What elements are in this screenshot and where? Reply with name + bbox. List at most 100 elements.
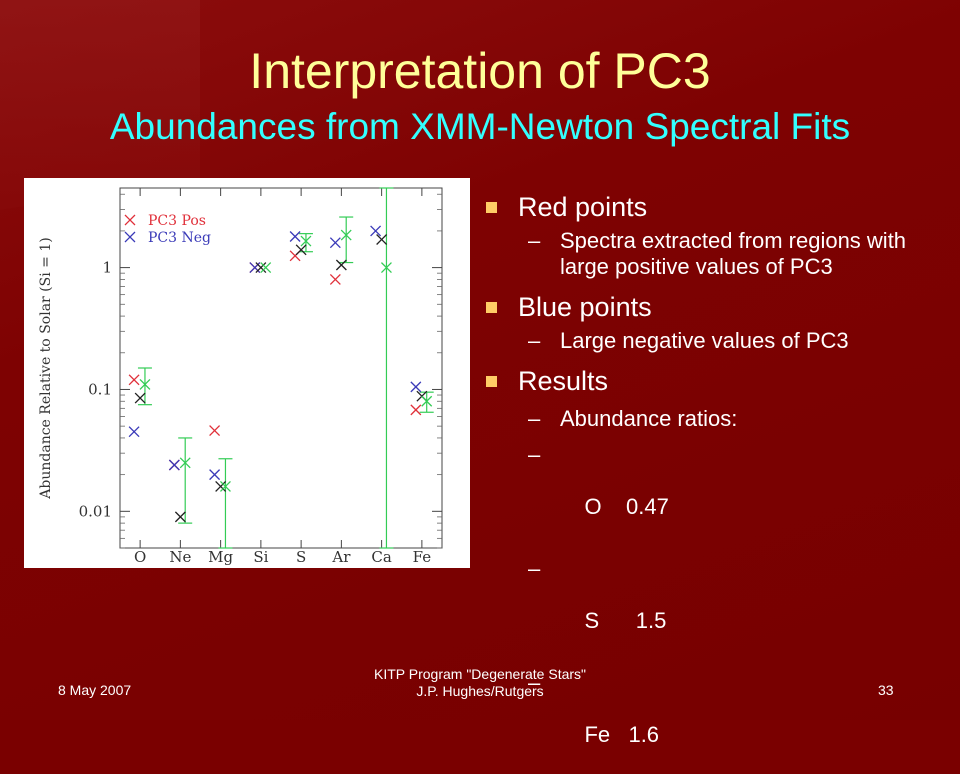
data-point-stroke xyxy=(335,259,347,271)
bullet-list: Red points – Spectra extracted from regi… xyxy=(484,188,954,774)
data-point-stroke xyxy=(179,457,191,469)
data-point xyxy=(289,231,301,242)
data-point-stroke xyxy=(410,404,422,416)
bullet-text: Red points xyxy=(518,192,648,222)
data-point xyxy=(128,426,140,438)
data-point xyxy=(219,480,231,492)
data-point-stroke xyxy=(219,480,231,492)
y-tick-label: 0.1 xyxy=(88,380,112,398)
data-point-stroke xyxy=(329,237,341,249)
bullet-square-icon xyxy=(486,202,497,213)
data-point xyxy=(128,374,140,386)
sub-bullet-text: S 1.5 xyxy=(584,608,667,633)
data-point-stroke xyxy=(370,225,382,237)
x-tick-label: Fe xyxy=(413,548,432,566)
data-point xyxy=(380,262,392,274)
data-point-stroke xyxy=(209,425,221,437)
data-point xyxy=(179,457,191,469)
dash-icon: – xyxy=(528,442,541,467)
data-point-stroke xyxy=(134,392,146,404)
sub-bullet: – O 0.47 xyxy=(484,442,954,546)
footer-center: KITP Program "Degenerate Stars" J.P. Hug… xyxy=(330,666,630,700)
data-point xyxy=(168,459,180,471)
data-point xyxy=(209,469,221,481)
x-tick-label: Ca xyxy=(371,548,391,566)
slide-title: Interpretation of PC3 xyxy=(249,43,711,99)
bullet-blue-points: Blue points xyxy=(484,288,954,326)
data-point-stroke xyxy=(255,262,267,274)
data-point-stroke xyxy=(174,511,186,523)
data-point-stroke xyxy=(300,235,312,247)
sub-bullet-text: Spectra extracted from regions with larg… xyxy=(560,228,907,279)
y-axis-label: Abundance Relative to Solar (Si = 1) xyxy=(38,237,54,499)
sub-bullet: – Abundance ratios: xyxy=(484,406,954,432)
sub-bullet: – Spectra extracted from regions with la… xyxy=(484,228,954,280)
x-tick-label: S xyxy=(296,548,306,566)
data-point-stroke xyxy=(410,381,422,393)
data-point-stroke xyxy=(376,234,388,245)
data-point xyxy=(329,273,341,285)
footer-program: KITP Program "Degenerate Stars" xyxy=(374,666,586,682)
data-point xyxy=(139,378,151,390)
data-point xyxy=(215,480,227,492)
data-point xyxy=(335,259,347,271)
data-point xyxy=(300,235,312,247)
x-tick-label: Ne xyxy=(169,548,191,566)
abundance-chart-svg: 1 0.1 0.01 O Ne Mg Si S Ar Ca Fe Abundance Relative… xyxy=(38,187,443,566)
data-point-stroke xyxy=(289,231,301,242)
sub-bullet-text: O 0.47 xyxy=(584,494,669,519)
dash-icon: – xyxy=(528,406,541,431)
data-point xyxy=(376,234,388,245)
abundance-chart: 1 0.1 0.01 O Ne Mg Si S Ar Ca Fe Abundance Relative… xyxy=(24,178,470,568)
data-point xyxy=(421,395,433,407)
data-point-stroke xyxy=(380,262,392,274)
data-point xyxy=(370,225,382,237)
x-tick-label: O xyxy=(134,548,146,566)
x-tick-label: Ar xyxy=(331,548,351,566)
y-tick-label: 1 xyxy=(102,259,112,277)
data-point-stroke xyxy=(128,426,140,438)
data-point xyxy=(410,404,422,416)
data-point-stroke xyxy=(421,395,433,407)
data-point xyxy=(340,229,352,241)
data-point xyxy=(410,381,422,393)
footer-author: J.P. Hughes/Rutgers xyxy=(416,683,544,699)
slide-subtitle: Abundances from XMM-Newton Spectral Fits xyxy=(109,106,851,147)
data-point xyxy=(260,262,272,274)
legend-label: PC3 Pos xyxy=(148,213,206,229)
data-point xyxy=(174,511,186,523)
data-point xyxy=(249,262,261,274)
data-point-stroke xyxy=(215,480,227,492)
sub-bullet-text: Fe 1.6 xyxy=(584,722,660,747)
legend-marker xyxy=(124,214,136,226)
corner-decoration xyxy=(0,0,200,210)
x-tick-label: Mg xyxy=(208,548,233,566)
data-point xyxy=(329,237,341,249)
dash-icon: – xyxy=(528,228,541,253)
sub-bullet-text: Abundance ratios: xyxy=(560,406,738,431)
sub-bullet: – Large negative values of PC3 xyxy=(484,328,954,354)
sub-bullet-text: Large negative values of PC3 xyxy=(560,328,849,353)
bullet-square-icon xyxy=(486,376,497,387)
x-tick-label: Si xyxy=(253,548,268,566)
plot-frame xyxy=(119,187,443,549)
data-point-stroke xyxy=(340,229,352,241)
legend-label: PC3 Neg xyxy=(148,230,211,246)
data-point-stroke xyxy=(295,244,307,256)
data-point-stroke xyxy=(168,459,180,471)
sub-bullet: – S 1.5 xyxy=(484,556,954,660)
bullet-red-points: Red points xyxy=(484,188,954,226)
data-point-stroke xyxy=(329,273,341,285)
footer-page-number: 33 xyxy=(878,682,894,698)
data-point xyxy=(255,262,267,274)
data-point xyxy=(209,425,221,437)
y-tick-label: 0.01 xyxy=(79,502,112,520)
data-point-stroke xyxy=(139,378,151,390)
dash-icon: – xyxy=(528,328,541,353)
data-point xyxy=(134,392,146,404)
bullet-square-icon xyxy=(486,302,497,313)
dash-icon: – xyxy=(528,556,541,581)
data-point xyxy=(295,244,307,256)
data-point-stroke xyxy=(128,374,140,386)
bullet-text: Blue points xyxy=(518,292,652,322)
